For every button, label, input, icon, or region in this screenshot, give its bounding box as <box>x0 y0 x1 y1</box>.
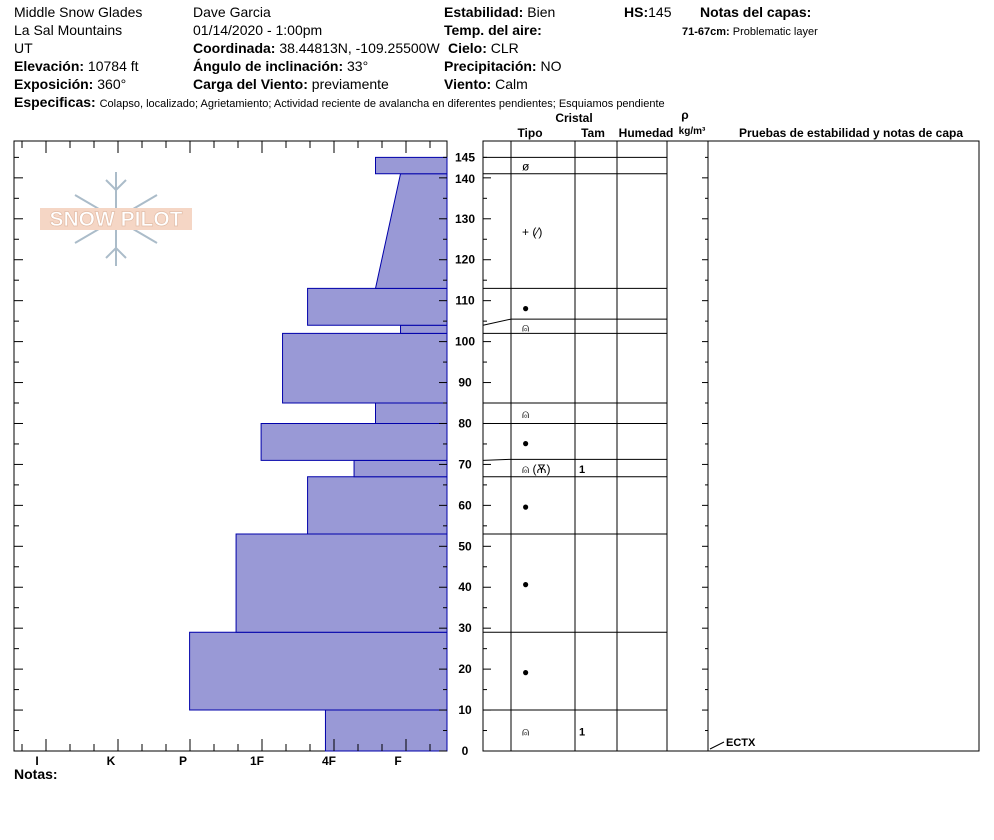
hardness-bar <box>374 173 448 289</box>
snowpilot-logo: SNOW PILOT <box>40 172 192 266</box>
x-tick-label: 4F <box>322 754 336 768</box>
exposure: Exposición: 360° <box>14 76 127 92</box>
precipitation: Precipitación: NO <box>444 58 562 74</box>
y-tick-label: 80 <box>458 416 472 430</box>
hardness-bar <box>353 459 448 478</box>
crystal-type: ● <box>522 577 529 591</box>
crystal-type: ⍝ <box>522 320 529 334</box>
notes-label: Notas: <box>14 766 58 782</box>
crystal-type: ● <box>522 301 529 315</box>
crystal-type: ⍝ <box>522 725 529 739</box>
coordinates: Coordinada: 38.44813N, -109.25500W <box>193 40 440 56</box>
y-tick-label: 140 <box>455 172 475 186</box>
snow-height: HS:145 <box>624 4 672 20</box>
crystal-type: + (⁄) <box>522 225 542 239</box>
y-tick-label: 40 <box>458 580 472 594</box>
hardness-bar <box>307 287 448 326</box>
incline: Ángulo de inclinación: 33° <box>193 58 369 74</box>
state: UT <box>14 40 33 56</box>
y-tick-label: 0 <box>462 744 469 758</box>
test-label: ECTX <box>726 737 756 749</box>
crystal-size: 1 <box>579 464 585 476</box>
layer-connector <box>482 318 512 326</box>
y-tick-label: 110 <box>455 294 475 308</box>
crystal-header: Cristal <box>555 111 592 125</box>
layer-connector <box>482 458 512 461</box>
x-tick-label: F <box>394 754 401 768</box>
tests-header: Pruebas de estabilidad y notas de capa <box>739 126 963 140</box>
crystal-type: ● <box>522 665 529 679</box>
observer: Dave Garcia <box>193 4 271 20</box>
logo-text: SNOW PILOT <box>50 208 183 231</box>
type-header: Tipo <box>517 126 542 140</box>
hardness-bar <box>260 422 448 461</box>
mountain-range: La Sal Mountains <box>14 22 123 38</box>
x-tick-label: 1F <box>250 754 264 768</box>
x-tick-label: P <box>179 754 187 768</box>
moisture-header: Humedad <box>619 126 674 140</box>
elevation: Elevación: 10784 ft <box>14 58 139 74</box>
layer-notes-title: Notas del capas: <box>700 4 812 20</box>
hardness-bar <box>235 533 448 633</box>
date-time: 01/14/2020 - 1:00pm <box>193 22 323 38</box>
y-tick-label: 20 <box>458 662 472 676</box>
test-pointer <box>709 741 725 750</box>
y-tick-label: 145 <box>455 150 475 164</box>
sky: Cielo: CLR <box>448 40 519 56</box>
y-tick-label: 100 <box>455 335 475 349</box>
layer-note: 71-67cm: Problematic layer <box>682 26 818 38</box>
hardness-bar <box>189 631 448 711</box>
crystal-table <box>482 140 980 752</box>
x-tick-label: K <box>107 754 116 768</box>
y-tick-label: 60 <box>458 498 472 512</box>
y-tick-label: 90 <box>458 376 472 390</box>
y-tick-label: 120 <box>455 253 475 267</box>
hardness-bar <box>375 156 448 175</box>
hardness-bar <box>324 709 448 752</box>
crystal-type: ø <box>522 160 530 174</box>
stability: Estabilidad: Bien <box>444 4 556 20</box>
wind: Viento: Calm <box>444 76 528 92</box>
rho-header: ρ <box>681 108 688 122</box>
y-tick-label: 70 <box>458 457 472 471</box>
crystal-size: 1 <box>579 727 585 739</box>
hardness-bar <box>282 332 448 404</box>
crystal-type: ● <box>522 436 529 450</box>
hardness-bar <box>400 324 448 334</box>
x-tick-label: I <box>35 754 38 768</box>
location-name: Middle Snow Glades <box>14 4 143 20</box>
hardness-bar <box>307 476 448 535</box>
crystal-type: ● <box>522 499 529 513</box>
air-temp: Temp. del aire: <box>444 22 542 38</box>
y-tick-label: 30 <box>458 621 472 635</box>
y-tick-label: 50 <box>458 539 472 553</box>
specifics: Especificas: Colapso, localizado; Agriet… <box>14 94 665 110</box>
size-header: Tam <box>581 126 605 140</box>
crystal-type: ⍝ (Ѫ) <box>522 462 550 476</box>
y-tick-label: 10 <box>458 703 472 717</box>
crystal-type: ⍝ <box>522 407 529 421</box>
y-tick-label: 130 <box>455 212 475 226</box>
density-unit-header: kg/m³ <box>679 126 706 137</box>
wind-load: Carga del Viento: previamente <box>193 76 389 92</box>
hardness-bar <box>375 402 448 424</box>
